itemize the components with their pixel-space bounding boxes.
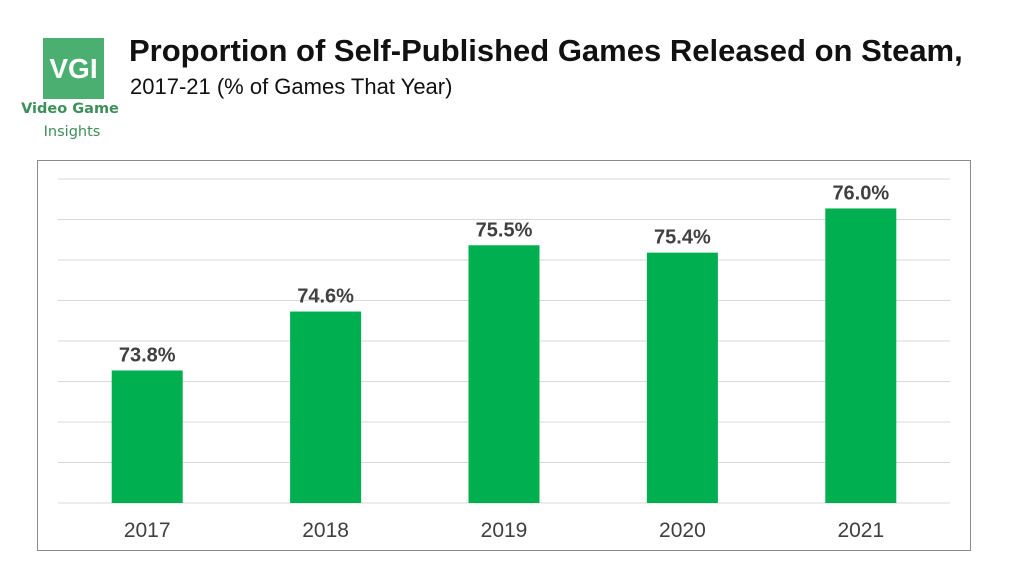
bar-2019	[468, 245, 540, 503]
x-tick-label-2020: 2020	[659, 519, 706, 542]
chart-subtitle: 2017-21 (% of Games That Year)	[130, 74, 453, 99]
x-tick-label-2019: 2019	[481, 519, 528, 542]
bar-2020	[646, 252, 718, 503]
chart-frame: 73.8% 2017 74.6% 2018 75.5% 2019 75.4% 2020 76.0…	[37, 160, 971, 551]
bar-2018	[290, 311, 362, 503]
x-tick-label-2021: 2021	[837, 519, 884, 542]
data-label-2018: 74.6%	[297, 286, 354, 308]
bar-2021	[825, 208, 897, 504]
data-label-2017: 73.8%	[119, 344, 176, 366]
logo-name-line1: Video Game	[21, 101, 119, 117]
bar-2017	[111, 370, 183, 503]
chart-title: Proportion of Self-Published Games Relea…	[129, 33, 963, 68]
x-tick-label-2017: 2017	[124, 519, 171, 542]
bar-chart: 73.8% 2017 74.6% 2018 75.5% 2019 75.4% 2020 76.0…	[58, 178, 950, 542]
vgi-logo: VGI	[43, 38, 104, 99]
logo-name-line2: Insights	[43, 124, 101, 140]
x-tick-label-2018: 2018	[302, 519, 349, 542]
data-label-2020: 75.4%	[654, 227, 711, 249]
data-label-2021: 76.0%	[832, 182, 889, 204]
data-label-2019: 75.5%	[476, 219, 533, 241]
